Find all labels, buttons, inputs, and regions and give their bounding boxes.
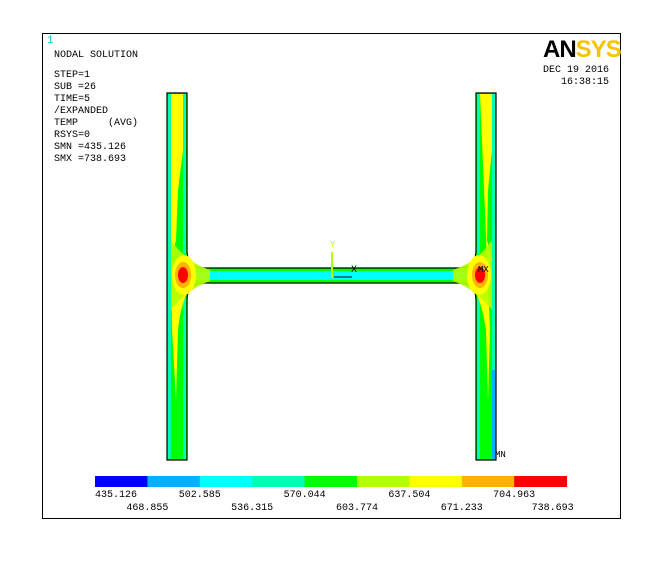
legend-label: 738.693 — [531, 503, 574, 514]
legend-label: 637.504 — [388, 490, 431, 501]
legend-swatch-5 — [357, 476, 410, 487]
legend-label: 435.126 — [94, 490, 137, 501]
info-6: SMN =435.126 — [54, 142, 127, 153]
legend-label: 468.855 — [126, 503, 169, 514]
info-2: TIME=5 — [54, 94, 91, 105]
axis-y-label: Y — [330, 240, 336, 250]
info-7: SMX =738.693 — [54, 154, 127, 165]
legend-label: 502.585 — [178, 490, 221, 501]
ansys-logo: ANSYS — [543, 36, 622, 63]
min-marker: MN — [495, 450, 506, 460]
legend-swatch-0 — [95, 476, 148, 487]
legend-label: 570.044 — [283, 490, 326, 501]
date: DEC 19 2016 — [543, 65, 610, 76]
axis-x-label: X — [351, 265, 357, 276]
legend-swatch-3 — [252, 476, 306, 487]
legend-label: 704.963 — [493, 490, 536, 501]
legend-swatch-2 — [199, 476, 253, 487]
time: 16:38:15 — [561, 77, 610, 88]
legend-swatch-1 — [147, 476, 201, 487]
yellow-core-l — [171, 94, 200, 400]
plot-title: NODAL SOLUTION — [54, 50, 139, 61]
yellow-core-r — [465, 94, 492, 400]
info-0: STEP=1 — [54, 70, 91, 81]
legend-swatch-6 — [409, 476, 463, 487]
info-1: SUB =26 — [54, 82, 97, 93]
cyan-edge-l — [168, 94, 186, 459]
info-4: TEMP (AVG) — [54, 118, 139, 129]
legend-label: 603.774 — [335, 503, 378, 514]
legend-swatch-8 — [514, 476, 568, 487]
axis-triad: Y X — [330, 240, 357, 278]
max-marker: MX — [478, 265, 489, 275]
graphics-window: 1 NODAL SOLUTION STEP=1 SUB =26 TIME=5 /… — [42, 33, 622, 519]
legend-swatch-7 — [461, 476, 515, 487]
legend-label: 536.315 — [231, 503, 274, 514]
info-3: /EXPANDED — [54, 106, 109, 117]
info-5: RSYS=0 — [54, 130, 91, 141]
legend-label: 671.233 — [440, 503, 483, 514]
red-hot-l — [178, 267, 188, 283]
min-region — [492, 370, 495, 459]
legend-bar — [95, 476, 568, 487]
window-number: 1 — [47, 35, 54, 47]
legend-swatch-4 — [304, 476, 358, 487]
red-hot-r — [475, 267, 485, 283]
